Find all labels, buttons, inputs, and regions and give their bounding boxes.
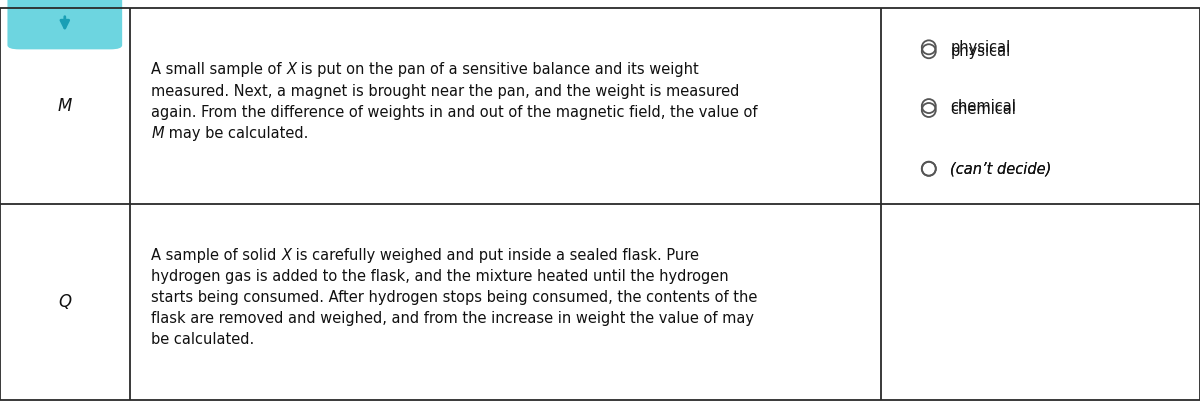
Text: may be calculated.: may be calculated. <box>164 126 308 141</box>
Text: Q: Q <box>59 293 71 311</box>
Text: physical: physical <box>950 44 1010 59</box>
Text: chemical: chemical <box>950 102 1016 118</box>
Text: A sample of solid: A sample of solid <box>151 248 281 263</box>
Text: M: M <box>58 97 72 115</box>
Text: A small sample of: A small sample of <box>151 62 287 78</box>
Text: (can’t decide): (can’t decide) <box>950 161 1051 176</box>
Text: M: M <box>151 126 164 141</box>
Text: (can’t decide): (can’t decide) <box>950 161 1051 176</box>
FancyBboxPatch shape <box>7 0 122 49</box>
Text: hydrogen gas is added to the flask, and the mixture heated until the hydrogen: hydrogen gas is added to the flask, and … <box>151 269 728 284</box>
Text: X: X <box>287 62 296 78</box>
Text: is put on the pan of a sensitive balance and its weight: is put on the pan of a sensitive balance… <box>296 62 700 78</box>
Text: be calculated.: be calculated. <box>151 332 254 347</box>
Text: again. From the difference of weights in and out of the magnetic field, the valu: again. From the difference of weights in… <box>151 105 757 120</box>
Text: measured. Next, a magnet is brought near the pan, and the weight is measured: measured. Next, a magnet is brought near… <box>151 84 739 98</box>
Text: chemical: chemical <box>950 99 1016 113</box>
Text: flask are removed and weighed, and from the increase in weight the value of may: flask are removed and weighed, and from … <box>151 311 755 326</box>
Text: X: X <box>281 248 292 263</box>
Text: is carefully weighed and put inside a sealed flask. Pure: is carefully weighed and put inside a se… <box>292 248 700 263</box>
Text: starts being consumed. After hydrogen stops being consumed, the contents of the: starts being consumed. After hydrogen st… <box>151 290 757 305</box>
Text: physical: physical <box>950 40 1010 55</box>
